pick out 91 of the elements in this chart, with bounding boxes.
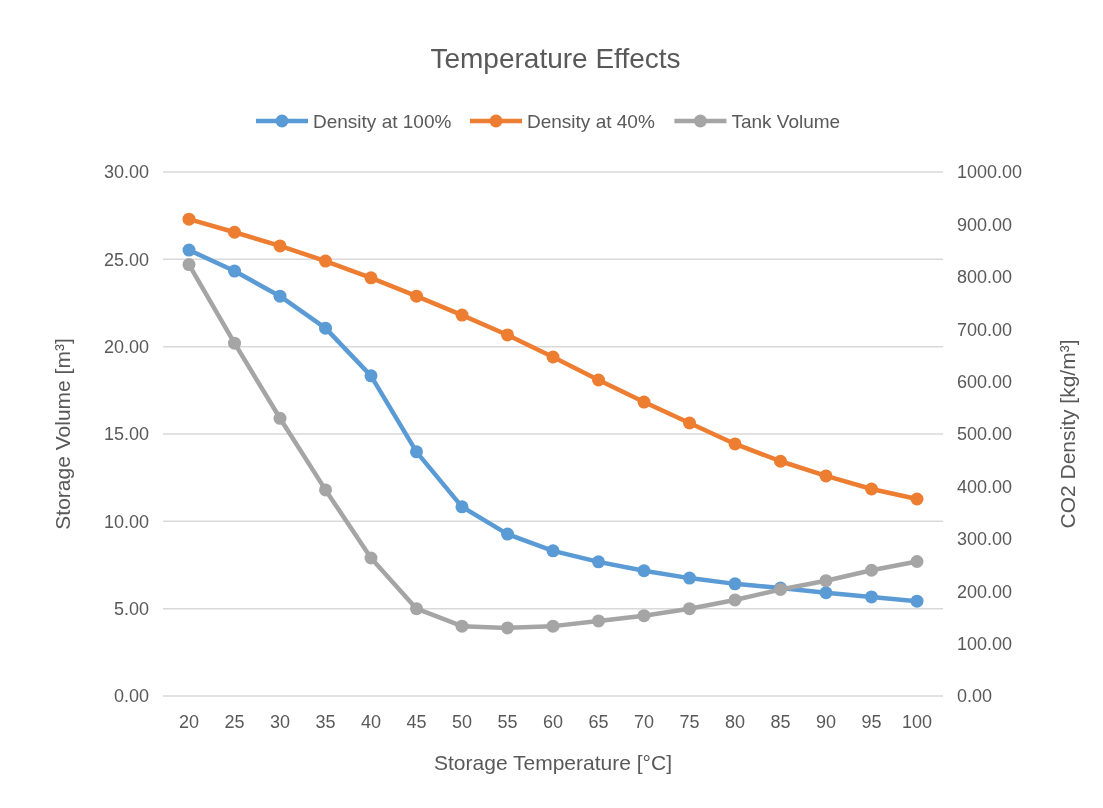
- point: [865, 563, 878, 577]
- point: [501, 527, 514, 541]
- legend-label: Density at 100%: [313, 110, 452, 132]
- x-tick-label: 35: [315, 712, 336, 732]
- y-tick-label: 15.00: [103, 424, 149, 445]
- point: [819, 586, 833, 600]
- point: [683, 416, 696, 430]
- point: [319, 483, 332, 497]
- point: [182, 243, 196, 257]
- x-tick-label: 75: [679, 712, 700, 732]
- y2-axis-title: CO2 Density [kg/m³]: [1056, 339, 1079, 529]
- y-tick-label: 5.00: [113, 598, 149, 619]
- chart-title: Temperature Effects: [430, 43, 681, 74]
- y2-tick-label: 0.00: [957, 686, 993, 707]
- point: [182, 212, 196, 226]
- y-tick-label: 25.00: [103, 249, 149, 270]
- point: [273, 411, 287, 425]
- point: [865, 590, 878, 604]
- x-tick-label: 25: [224, 712, 245, 732]
- point: [273, 289, 287, 303]
- point: [228, 264, 241, 278]
- x-tick-label: 60: [542, 712, 564, 732]
- y2-tick-label: 1000.00: [957, 162, 1023, 183]
- point: [819, 469, 833, 483]
- legend-label: Density at 40%: [527, 110, 655, 132]
- point: [728, 593, 742, 607]
- point: [728, 437, 742, 451]
- y-tick-label: 30.00: [103, 162, 149, 183]
- point: [774, 454, 787, 468]
- point: [910, 555, 924, 569]
- y2-tick-label: 300.00: [957, 529, 1013, 550]
- point: [546, 619, 560, 633]
- x-tick-label: 85: [770, 712, 791, 732]
- legend-label: Tank Volume: [731, 110, 841, 132]
- y2-tick-label: 500.00: [957, 424, 1013, 445]
- y2-tick-label: 700.00: [957, 319, 1013, 340]
- point: [455, 308, 469, 322]
- point: [592, 614, 605, 628]
- point: [865, 482, 878, 496]
- x-tick-label: 30: [269, 712, 291, 732]
- point: [364, 551, 378, 565]
- x-tick-label: 100: [901, 712, 933, 732]
- point: [228, 225, 241, 239]
- y2-tick-label: 900.00: [957, 214, 1013, 235]
- point: [910, 594, 924, 608]
- point: [501, 621, 514, 635]
- x-tick-label: 80: [724, 712, 746, 732]
- point: [410, 602, 423, 616]
- point: [592, 373, 605, 387]
- point: [546, 544, 560, 558]
- point: [819, 574, 833, 588]
- x-tick-label: 55: [497, 712, 518, 732]
- point: [501, 328, 514, 342]
- x-tick-label: 45: [406, 712, 427, 732]
- point: [728, 577, 742, 591]
- point: [683, 571, 696, 585]
- point: [455, 500, 469, 514]
- x-tick-label: 95: [861, 712, 882, 732]
- point: [637, 564, 651, 578]
- x-tick-label: 90: [815, 712, 837, 732]
- point: [637, 609, 651, 623]
- y2-tick-label: 200.00: [957, 581, 1013, 602]
- point: [455, 619, 469, 633]
- x-axis-title: Storage Temperature [°C]: [434, 751, 672, 774]
- x-tick-label: 40: [360, 712, 382, 732]
- y-tick-label: 0.00: [113, 686, 149, 707]
- point: [683, 602, 696, 616]
- point: [319, 321, 332, 335]
- y-axis-title: Storage Volume [m³]: [51, 338, 74, 530]
- point: [592, 555, 605, 569]
- x-tick-label: 50: [451, 712, 473, 732]
- point: [910, 492, 924, 506]
- y2-tick-label: 800.00: [957, 267, 1013, 288]
- x-tick-label: 70: [633, 712, 655, 732]
- y2-tick-label: 100.00: [957, 633, 1013, 654]
- point: [182, 258, 196, 272]
- point: [228, 336, 241, 350]
- x-tick-label: 65: [588, 712, 609, 732]
- y2-tick-label: 600.00: [957, 371, 1013, 392]
- point: [364, 271, 378, 285]
- point: [319, 254, 332, 268]
- point: [410, 289, 423, 303]
- y2-tick-label: 400.00: [957, 476, 1013, 497]
- point: [410, 445, 423, 459]
- point: [637, 395, 651, 409]
- x-tick-label: 20: [178, 712, 200, 732]
- point: [546, 350, 560, 364]
- y-tick-label: 20.00: [103, 336, 149, 357]
- point: [273, 239, 287, 253]
- y-tick-label: 10.00: [103, 511, 149, 532]
- point: [364, 369, 378, 383]
